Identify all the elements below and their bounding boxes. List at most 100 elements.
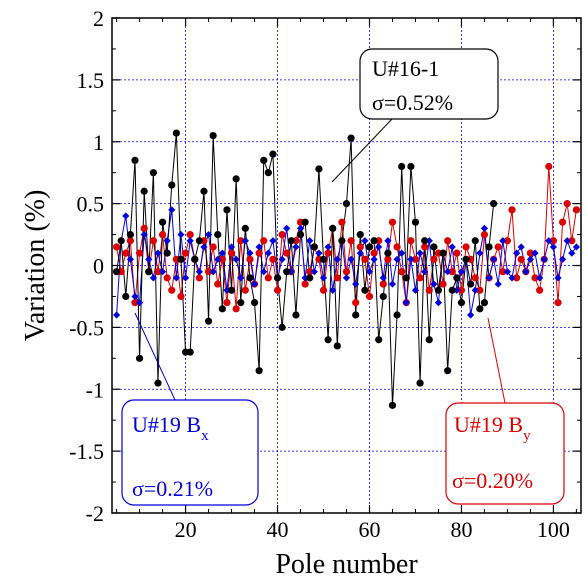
data-point: [526, 249, 535, 257]
data-point: [407, 162, 415, 171]
annotation-u16-box: [359, 48, 499, 120]
data-point: [292, 243, 300, 251]
data-point: [255, 243, 263, 251]
data-point: [200, 243, 208, 251]
data-point: [379, 274, 387, 282]
data-point: [209, 268, 217, 276]
x-axis-title: Pole number: [275, 549, 418, 580]
series-line-0: [116, 133, 495, 406]
data-point: [163, 237, 171, 245]
data-point: [402, 299, 410, 307]
data-point: [324, 336, 332, 344]
data-point: [347, 134, 355, 142]
data-point: [384, 237, 392, 245]
data-point: [126, 255, 134, 263]
data-point: [365, 268, 374, 276]
data-point: [559, 255, 567, 263]
data-point: [480, 230, 489, 239]
data-point: [411, 286, 420, 294]
y-tick-label: -1.5: [69, 439, 104, 464]
data-point: [393, 311, 401, 319]
data-point: [237, 274, 245, 282]
data-point: [568, 237, 576, 245]
data-point: [448, 243, 456, 251]
data-point: [315, 165, 323, 173]
data-point: [177, 255, 185, 263]
annotation-u19-bx-sigma: σ=0.21%: [132, 476, 213, 501]
y-tick-label: 0.5: [77, 192, 105, 217]
data-point: [301, 218, 309, 226]
data-point: [122, 292, 130, 301]
data-point: [310, 268, 318, 276]
x-tick-label: 100: [537, 517, 570, 542]
data-point: [214, 255, 222, 263]
data-point: [195, 237, 203, 245]
data-point: [471, 274, 479, 282]
data-point: [315, 249, 323, 257]
data-point: [375, 243, 383, 251]
annotation-u19-by: U#19 By σ=0.20%: [445, 317, 565, 505]
data-point: [467, 280, 475, 288]
data-point: [490, 200, 498, 208]
data-point: [499, 237, 507, 245]
data-point: [172, 274, 180, 282]
x-tick-label: 20: [175, 517, 197, 542]
data-point: [402, 274, 410, 282]
data-point: [296, 224, 305, 232]
data-point: [453, 249, 461, 257]
data-point: [241, 224, 249, 232]
data-point: [177, 292, 185, 301]
annotation-u19-by-label-main: U#19 B: [454, 412, 523, 437]
data-point: [181, 274, 190, 282]
data-point: [545, 162, 553, 171]
annotation-u19-by-label: U#19 By: [454, 412, 531, 444]
annotation-u19-by-label-sub: y: [523, 428, 531, 444]
annotation-u19-by-leader: [487, 317, 506, 404]
data-point: [508, 206, 516, 214]
data-point: [260, 268, 268, 276]
data-point: [540, 255, 548, 263]
data-point: [209, 131, 217, 140]
data-point: [434, 299, 443, 307]
data-point: [448, 268, 456, 276]
data-point: [439, 249, 447, 257]
data-point: [531, 249, 539, 257]
annotation-u16: U#16-1 σ=0.52%: [331, 48, 499, 183]
data-point: [572, 206, 581, 214]
data-point: [393, 255, 401, 263]
data-point: [416, 274, 424, 282]
data-point: [264, 169, 272, 177]
data-point: [140, 187, 148, 195]
annotation-u19-bx-leader: [134, 312, 176, 401]
data-point: [140, 230, 148, 239]
data-point: [319, 255, 328, 263]
data-point: [269, 237, 277, 245]
data-point: [329, 224, 337, 232]
data-point: [131, 299, 139, 307]
data-point: [283, 224, 291, 232]
data-point: [292, 311, 300, 319]
data-point: [342, 268, 351, 276]
data-point: [457, 286, 466, 294]
y-tick-labels: -2 -1.5 -1 -0.5 0 0.5 1 1.5 2: [69, 6, 104, 526]
data-point: [154, 268, 162, 276]
data-point: [278, 323, 286, 331]
data-point: [471, 237, 479, 245]
data-point: [227, 243, 236, 251]
y-tick-label: -2: [86, 501, 104, 526]
data-point: [158, 230, 167, 239]
data-point: [425, 336, 433, 344]
data-point: [457, 299, 466, 307]
series-marks-2: [112, 162, 581, 313]
data-point: [145, 268, 153, 276]
data-point: [149, 274, 157, 282]
data-point: [319, 274, 328, 282]
y-tick-label: 0: [93, 254, 104, 279]
data-point: [158, 268, 167, 276]
data-point: [195, 268, 203, 276]
data-point: [218, 305, 226, 313]
data-point: [200, 187, 208, 195]
data-point: [439, 280, 447, 288]
data-point: [526, 255, 535, 263]
data-point: [393, 243, 401, 251]
